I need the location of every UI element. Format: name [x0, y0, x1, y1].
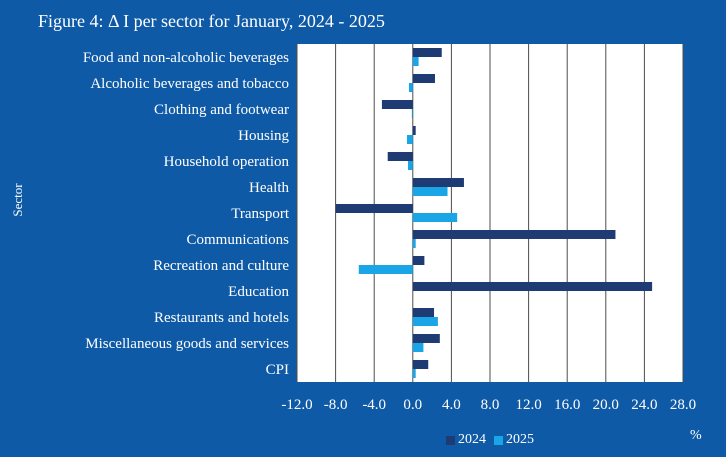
bar-2024-11 — [412, 334, 440, 343]
x-tick-label-4: 4.0 — [442, 397, 461, 413]
y-axis-label: Sector — [10, 183, 25, 217]
x-tick-label-1: -8.0 — [324, 397, 348, 413]
bar-2024-2 — [381, 100, 413, 109]
bar-2024-3 — [412, 126, 416, 135]
x-tick-label-0: -12.0 — [281, 397, 312, 413]
category-label-0: Food and non-alcoholic beverages — [83, 50, 289, 66]
bar-2025-2 — [411, 109, 413, 118]
bar-2024-9 — [412, 282, 653, 291]
bar-2024-0 — [412, 48, 442, 57]
bar-2025-10 — [412, 317, 438, 326]
legend: 2024 2025 — [446, 432, 542, 448]
bar-2025-12 — [412, 369, 416, 378]
x-tick-label-10: 28.0 — [670, 397, 696, 413]
x-tick-label-3: 0.0 — [403, 397, 422, 413]
bar-2025-3 — [407, 135, 413, 144]
category-label-9: Education — [228, 284, 289, 300]
category-label-12: CPI — [266, 362, 289, 378]
bar-2025-11 — [412, 343, 424, 352]
bar-2024-4 — [387, 152, 413, 161]
bar-2024-10 — [412, 308, 435, 317]
legend-entry-2025: 2025 — [494, 432, 534, 448]
bar-2025-8 — [358, 265, 413, 274]
category-label-3: Housing — [238, 128, 289, 144]
legend-label-2024: 2024 — [458, 432, 486, 447]
category-label-5: Health — [249, 180, 289, 196]
bar-2024-12 — [412, 360, 429, 369]
bar-2024-5 — [412, 178, 464, 187]
bar-2025-1 — [408, 83, 413, 92]
legend-swatch-2025 — [494, 435, 503, 445]
bar-2024-1 — [412, 74, 435, 83]
category-label-6: Transport — [231, 206, 290, 222]
x-tick-label-8: 20.0 — [593, 397, 619, 413]
bar-2024-8 — [412, 256, 425, 265]
category-label-10: Restaurants and hotels — [154, 310, 289, 326]
bar-2025-6 — [412, 213, 458, 222]
bar-2024-7 — [412, 230, 616, 239]
bar-2025-0 — [412, 57, 419, 66]
bar-2024-6 — [335, 204, 413, 213]
legend-entry-2024: 2024 — [446, 432, 486, 448]
x-tick-label-7: 16.0 — [554, 397, 580, 413]
x-tick-label-5: 8.0 — [481, 397, 500, 413]
x-tick-label-9: 24.0 — [631, 397, 657, 413]
category-label-1: Alcoholic beverages and tobacco — [90, 76, 289, 92]
category-label-7: Communications — [187, 232, 290, 248]
category-label-11: Miscellaneous goods and services — [85, 336, 289, 352]
bar-2025-5 — [412, 187, 448, 196]
category-label-2: Clothing and footwear — [154, 102, 289, 118]
x-tick-label-6: 12.0 — [515, 397, 541, 413]
x-axis-unit-label: % — [690, 428, 702, 443]
category-label-4: Household operation — [164, 154, 290, 170]
bar-2025-4 — [407, 161, 413, 170]
chart-title: Figure 4: Δ I per sector for January, 20… — [38, 11, 385, 31]
legend-swatch-2024 — [446, 435, 455, 445]
legend-label-2025: 2025 — [506, 432, 534, 447]
category-label-8: Recreation and culture — [153, 258, 289, 274]
bar-2025-7 — [412, 239, 416, 248]
x-tick-label-2: -4.0 — [362, 397, 386, 413]
